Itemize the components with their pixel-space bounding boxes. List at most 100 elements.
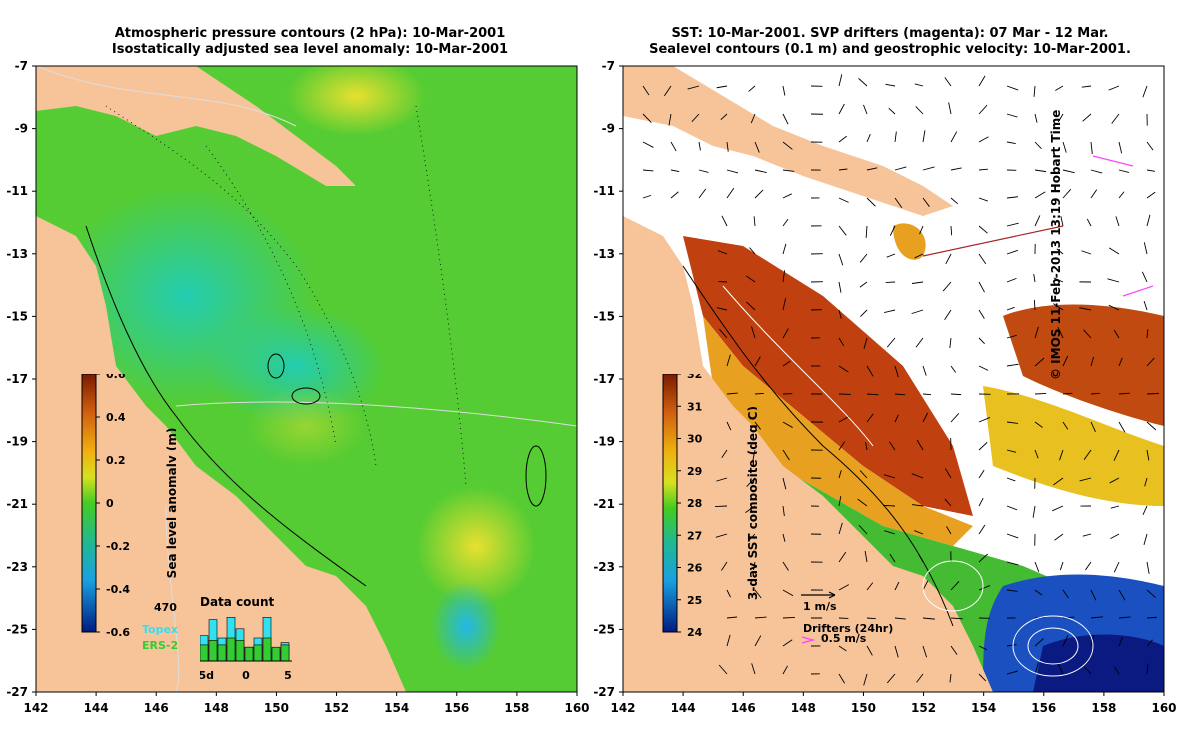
- velocity-arrow: [922, 197, 930, 207]
- velocity-arrow: [1006, 670, 1019, 675]
- velocity-arrow: [1118, 169, 1129, 173]
- velocity-arrow: [978, 365, 989, 371]
- velocity-arrow: [860, 309, 868, 317]
- y-tick-label: -17: [6, 372, 28, 386]
- velocity-arrow: [838, 584, 850, 591]
- velocity-arrow: [1114, 666, 1120, 675]
- velocity-arrow: [1146, 616, 1157, 619]
- velocity-arrow: [782, 85, 786, 96]
- velocity-arrow: [746, 275, 756, 283]
- velocity-arrow: [754, 421, 761, 430]
- velocity-arrow: [978, 337, 985, 345]
- velocity-arrow: [1146, 214, 1151, 227]
- velocity-arrow: [1143, 533, 1148, 546]
- velocity-arrow: [715, 533, 728, 538]
- legend-ers2: ERS-2: [142, 639, 179, 652]
- velocity-arrow: [838, 197, 849, 203]
- velocity-arrow: [726, 187, 735, 199]
- velocity-arrow: [1110, 505, 1120, 509]
- velocity-arrow: [914, 83, 924, 87]
- y-tick-label: -13: [593, 247, 615, 261]
- x-tick-label: 156: [444, 701, 469, 715]
- y-tick-label: -9: [602, 122, 615, 136]
- velocity-arrow: [922, 393, 932, 396]
- velocity-arrow: [914, 530, 924, 535]
- velocity-arrow: [949, 337, 952, 349]
- y-tick-label: -7: [15, 59, 28, 73]
- velocity-arrow: [911, 281, 924, 284]
- x-tick-label: 160: [564, 701, 589, 715]
- velocity-arrow: [782, 561, 789, 571]
- velocity-arrow: [782, 113, 789, 125]
- velocity-arrow: [1006, 196, 1019, 199]
- velocity-arrow: [716, 85, 728, 89]
- velocity-arrow: [753, 216, 756, 227]
- x-tick-label: 154: [384, 701, 409, 715]
- velocity-arrow: [1146, 421, 1157, 431]
- velocity-arrow: [663, 85, 672, 97]
- velocity-arrow: [642, 141, 654, 148]
- x-tick-label: 144: [671, 701, 696, 715]
- velocity-arrow: [1006, 477, 1016, 482]
- velocity-arrow: [916, 439, 924, 451]
- x-tick-label: 142: [23, 701, 48, 715]
- velocity-arrow: [716, 307, 728, 311]
- velocity-arrow: [978, 469, 985, 479]
- velocity-arrow: [1081, 85, 1092, 88]
- velocity-arrow: [978, 281, 985, 293]
- colorbar-tick-label: 0.6: [106, 374, 126, 381]
- y-tick-label: -19: [593, 435, 615, 449]
- velocity-arrow: [754, 635, 762, 647]
- y-tick-label: -9: [15, 122, 28, 136]
- velocity-arrow: [715, 505, 728, 507]
- velocity-arrow: [1090, 356, 1094, 367]
- velocity-arrow: [1006, 249, 1019, 255]
- sea-level-contour: [722, 285, 874, 447]
- velocity-arrow: [859, 253, 868, 263]
- velocity-arrow: [864, 550, 868, 563]
- velocity-arrow: [978, 75, 986, 87]
- boundary-line: [36, 66, 297, 127]
- velocity-key-label: 1 m/s: [803, 600, 837, 613]
- velocity-arrow: [916, 673, 924, 683]
- velocity-arrow: [1057, 113, 1064, 123]
- colorbar-tick-label: 25: [687, 594, 702, 607]
- x-tick-label: 158: [1091, 701, 1116, 715]
- velocity-arrow: [1033, 274, 1036, 283]
- velocity-arrow: [668, 113, 672, 126]
- velocity-arrow: [978, 417, 991, 423]
- left-frame: [35, 65, 578, 693]
- velocity-arrow: [782, 169, 795, 172]
- velocity-arrow: [754, 189, 764, 199]
- colorbar-tick-label: 28: [687, 497, 702, 510]
- y-tick-label: -25: [6, 622, 28, 636]
- velocity-arrow: [726, 392, 738, 395]
- velocity-arrow: [1059, 449, 1064, 461]
- land-australia: [623, 216, 993, 692]
- velocity-arrow: [718, 664, 728, 675]
- velocity-arrow: [687, 85, 700, 90]
- velocity-arrow: [1052, 505, 1064, 512]
- land-png: [36, 66, 356, 186]
- velocity-arrow: [1079, 307, 1092, 311]
- velocity-arrow: [1141, 271, 1148, 283]
- velocity-arrow: [1111, 113, 1120, 124]
- data-count-max: 470: [154, 601, 177, 614]
- velocity-arrow: [1118, 392, 1130, 395]
- velocity-arrow: [838, 551, 847, 563]
- velocity-arrow: [1090, 421, 1096, 433]
- y-tick-label: -23: [593, 560, 615, 574]
- velocity-arrow: [1054, 533, 1064, 541]
- velocity-arrow: [1006, 113, 1018, 118]
- y-tick-label: -19: [6, 435, 28, 449]
- right-title-line1: SST: 10-Mar-2001. SVP drifters (magenta)…: [671, 26, 1109, 41]
- colorbar-tick-label: -0.6: [106, 626, 130, 639]
- velocity-arrow: [698, 169, 709, 173]
- velocity-arrow: [1143, 300, 1148, 311]
- velocity-arrow: [782, 360, 791, 367]
- velocity-arrow: [914, 253, 924, 259]
- velocity-arrow: [978, 253, 987, 265]
- velocity-arrow: [950, 393, 962, 396]
- velocity-arrow: [950, 167, 962, 171]
- data-count-tick-label: -5d: [200, 669, 214, 682]
